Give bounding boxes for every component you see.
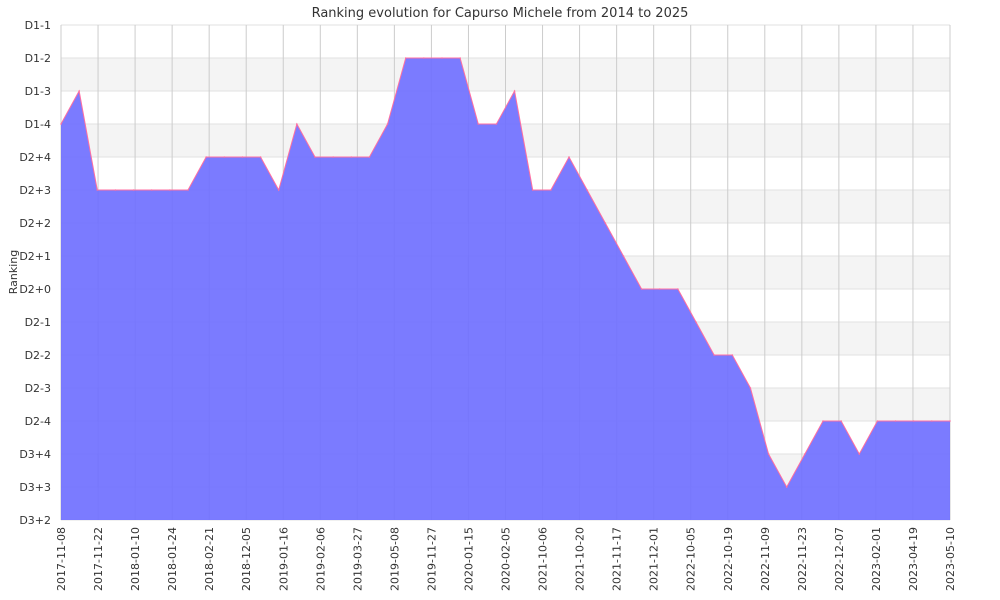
y-tick-label: D3+4 bbox=[19, 448, 51, 461]
x-tick-label: 2018-01-24 bbox=[166, 527, 179, 591]
y-tick-label: D2+0 bbox=[19, 283, 51, 296]
area-layer bbox=[60, 57, 951, 520]
data-point bbox=[949, 420, 951, 422]
data-point bbox=[495, 123, 498, 125]
data-point bbox=[60, 123, 62, 125]
x-tick-label: 2018-01-10 bbox=[129, 527, 142, 591]
x-tick-label: 2023-05-10 bbox=[944, 527, 957, 591]
y-tick-label: D3+3 bbox=[19, 481, 51, 494]
data-point bbox=[423, 57, 425, 59]
data-point bbox=[78, 90, 80, 92]
x-tick-label: 2022-12-07 bbox=[833, 527, 846, 591]
data-point bbox=[640, 288, 643, 290]
data-point bbox=[277, 189, 280, 191]
data-point bbox=[749, 387, 752, 389]
y-tick-label: D1-2 bbox=[25, 52, 51, 65]
data-point bbox=[169, 189, 171, 191]
y-axis-ticks: D1-1 D1-2 D1-3 D1-4 D2+4 D2+3 D2+2 D2+1 D2+0 D2-1… bbox=[19, 19, 51, 527]
y-axis-label: Ranking bbox=[7, 250, 20, 295]
data-point bbox=[187, 189, 189, 191]
data-point bbox=[695, 321, 697, 323]
ranking-area bbox=[61, 58, 950, 520]
x-tick-label: 2023-02-01 bbox=[870, 527, 883, 591]
data-point bbox=[931, 420, 933, 422]
data-point bbox=[332, 156, 334, 158]
y-tick-label: D2-1 bbox=[25, 316, 51, 329]
data-point bbox=[840, 420, 842, 422]
data-point bbox=[241, 156, 244, 158]
data-point bbox=[223, 156, 226, 158]
data-point bbox=[259, 156, 262, 158]
data-point bbox=[386, 123, 389, 125]
data-point bbox=[876, 420, 879, 422]
data-point bbox=[912, 420, 915, 422]
data-point bbox=[804, 453, 806, 455]
y-tick-label: D2+4 bbox=[19, 151, 51, 164]
y-tick-label: D2+1 bbox=[19, 250, 51, 263]
data-point bbox=[767, 453, 770, 455]
x-tick-label: 2023-04-19 bbox=[907, 527, 920, 591]
data-point bbox=[785, 486, 788, 488]
data-point bbox=[441, 57, 443, 59]
x-axis-ticks: 2017-11-08 2017-11-22 2018-01-10 2018-01-24… bbox=[55, 527, 957, 591]
data-point bbox=[459, 57, 461, 59]
data-point bbox=[314, 156, 316, 158]
x-tick-label: 2019-02-06 bbox=[314, 527, 327, 591]
x-tick-label: 2022-11-23 bbox=[796, 527, 809, 591]
data-point bbox=[658, 288, 661, 290]
data-point bbox=[96, 189, 99, 191]
data-point bbox=[404, 57, 407, 59]
data-point bbox=[731, 354, 734, 356]
data-point bbox=[132, 189, 135, 191]
x-tick-label: 2017-11-22 bbox=[92, 527, 105, 591]
x-tick-label: 2022-10-05 bbox=[685, 527, 698, 591]
data-point bbox=[568, 156, 570, 158]
x-tick-label: 2020-02-05 bbox=[500, 527, 513, 591]
x-tick-label: 2022-11-09 bbox=[759, 527, 772, 591]
y-tick-label: D2+3 bbox=[19, 184, 51, 197]
data-point bbox=[604, 222, 607, 224]
x-tick-label: 2019-01-16 bbox=[277, 527, 290, 591]
y-tick-label: D2+2 bbox=[19, 217, 51, 230]
ranking-line bbox=[60, 57, 950, 489]
x-tick-label: 2021-12-01 bbox=[648, 527, 661, 591]
data-point bbox=[205, 156, 207, 158]
y-tick-label: D2-4 bbox=[25, 415, 51, 428]
data-point bbox=[858, 453, 861, 455]
data-point bbox=[822, 420, 824, 422]
x-tick-label: 2018-02-21 bbox=[203, 527, 216, 591]
y-tick-label: D1-3 bbox=[25, 85, 51, 98]
x-tick-label: 2018-12-05 bbox=[240, 527, 253, 591]
data-point bbox=[513, 90, 516, 92]
x-tick-label: 2019-11-27 bbox=[425, 527, 438, 591]
data-point bbox=[586, 189, 588, 191]
data-point bbox=[350, 156, 353, 158]
y-tick-label: D2-3 bbox=[25, 382, 51, 395]
data-point bbox=[531, 189, 534, 191]
data-point bbox=[622, 255, 625, 257]
x-tick-label: 2019-03-27 bbox=[351, 527, 364, 591]
y-tick-label: D3+2 bbox=[19, 514, 51, 527]
x-tick-label: 2019-05-08 bbox=[388, 527, 401, 591]
data-point bbox=[114, 189, 117, 191]
x-tick-label: 2017-11-08 bbox=[55, 527, 68, 591]
data-point bbox=[296, 123, 298, 125]
data-point bbox=[550, 189, 552, 191]
data-point bbox=[477, 123, 480, 125]
data-point bbox=[677, 288, 679, 290]
chart-title: Ranking evolution for Capurso Michele fr… bbox=[312, 6, 689, 21]
x-tick-label: 2021-10-06 bbox=[537, 527, 550, 591]
y-tick-label: D1-1 bbox=[25, 19, 51, 32]
y-tick-label: D2-2 bbox=[25, 349, 51, 362]
data-point bbox=[150, 189, 153, 191]
x-tick-label: 2021-10-20 bbox=[574, 527, 587, 591]
x-tick-label: 2021-11-17 bbox=[611, 527, 624, 591]
y-tick-label: D1-4 bbox=[25, 118, 51, 131]
data-point bbox=[368, 156, 371, 158]
x-tick-label: 2020-01-15 bbox=[462, 527, 475, 591]
data-point bbox=[894, 420, 897, 422]
x-tick-label: 2022-10-19 bbox=[722, 527, 735, 591]
data-point bbox=[713, 354, 715, 356]
